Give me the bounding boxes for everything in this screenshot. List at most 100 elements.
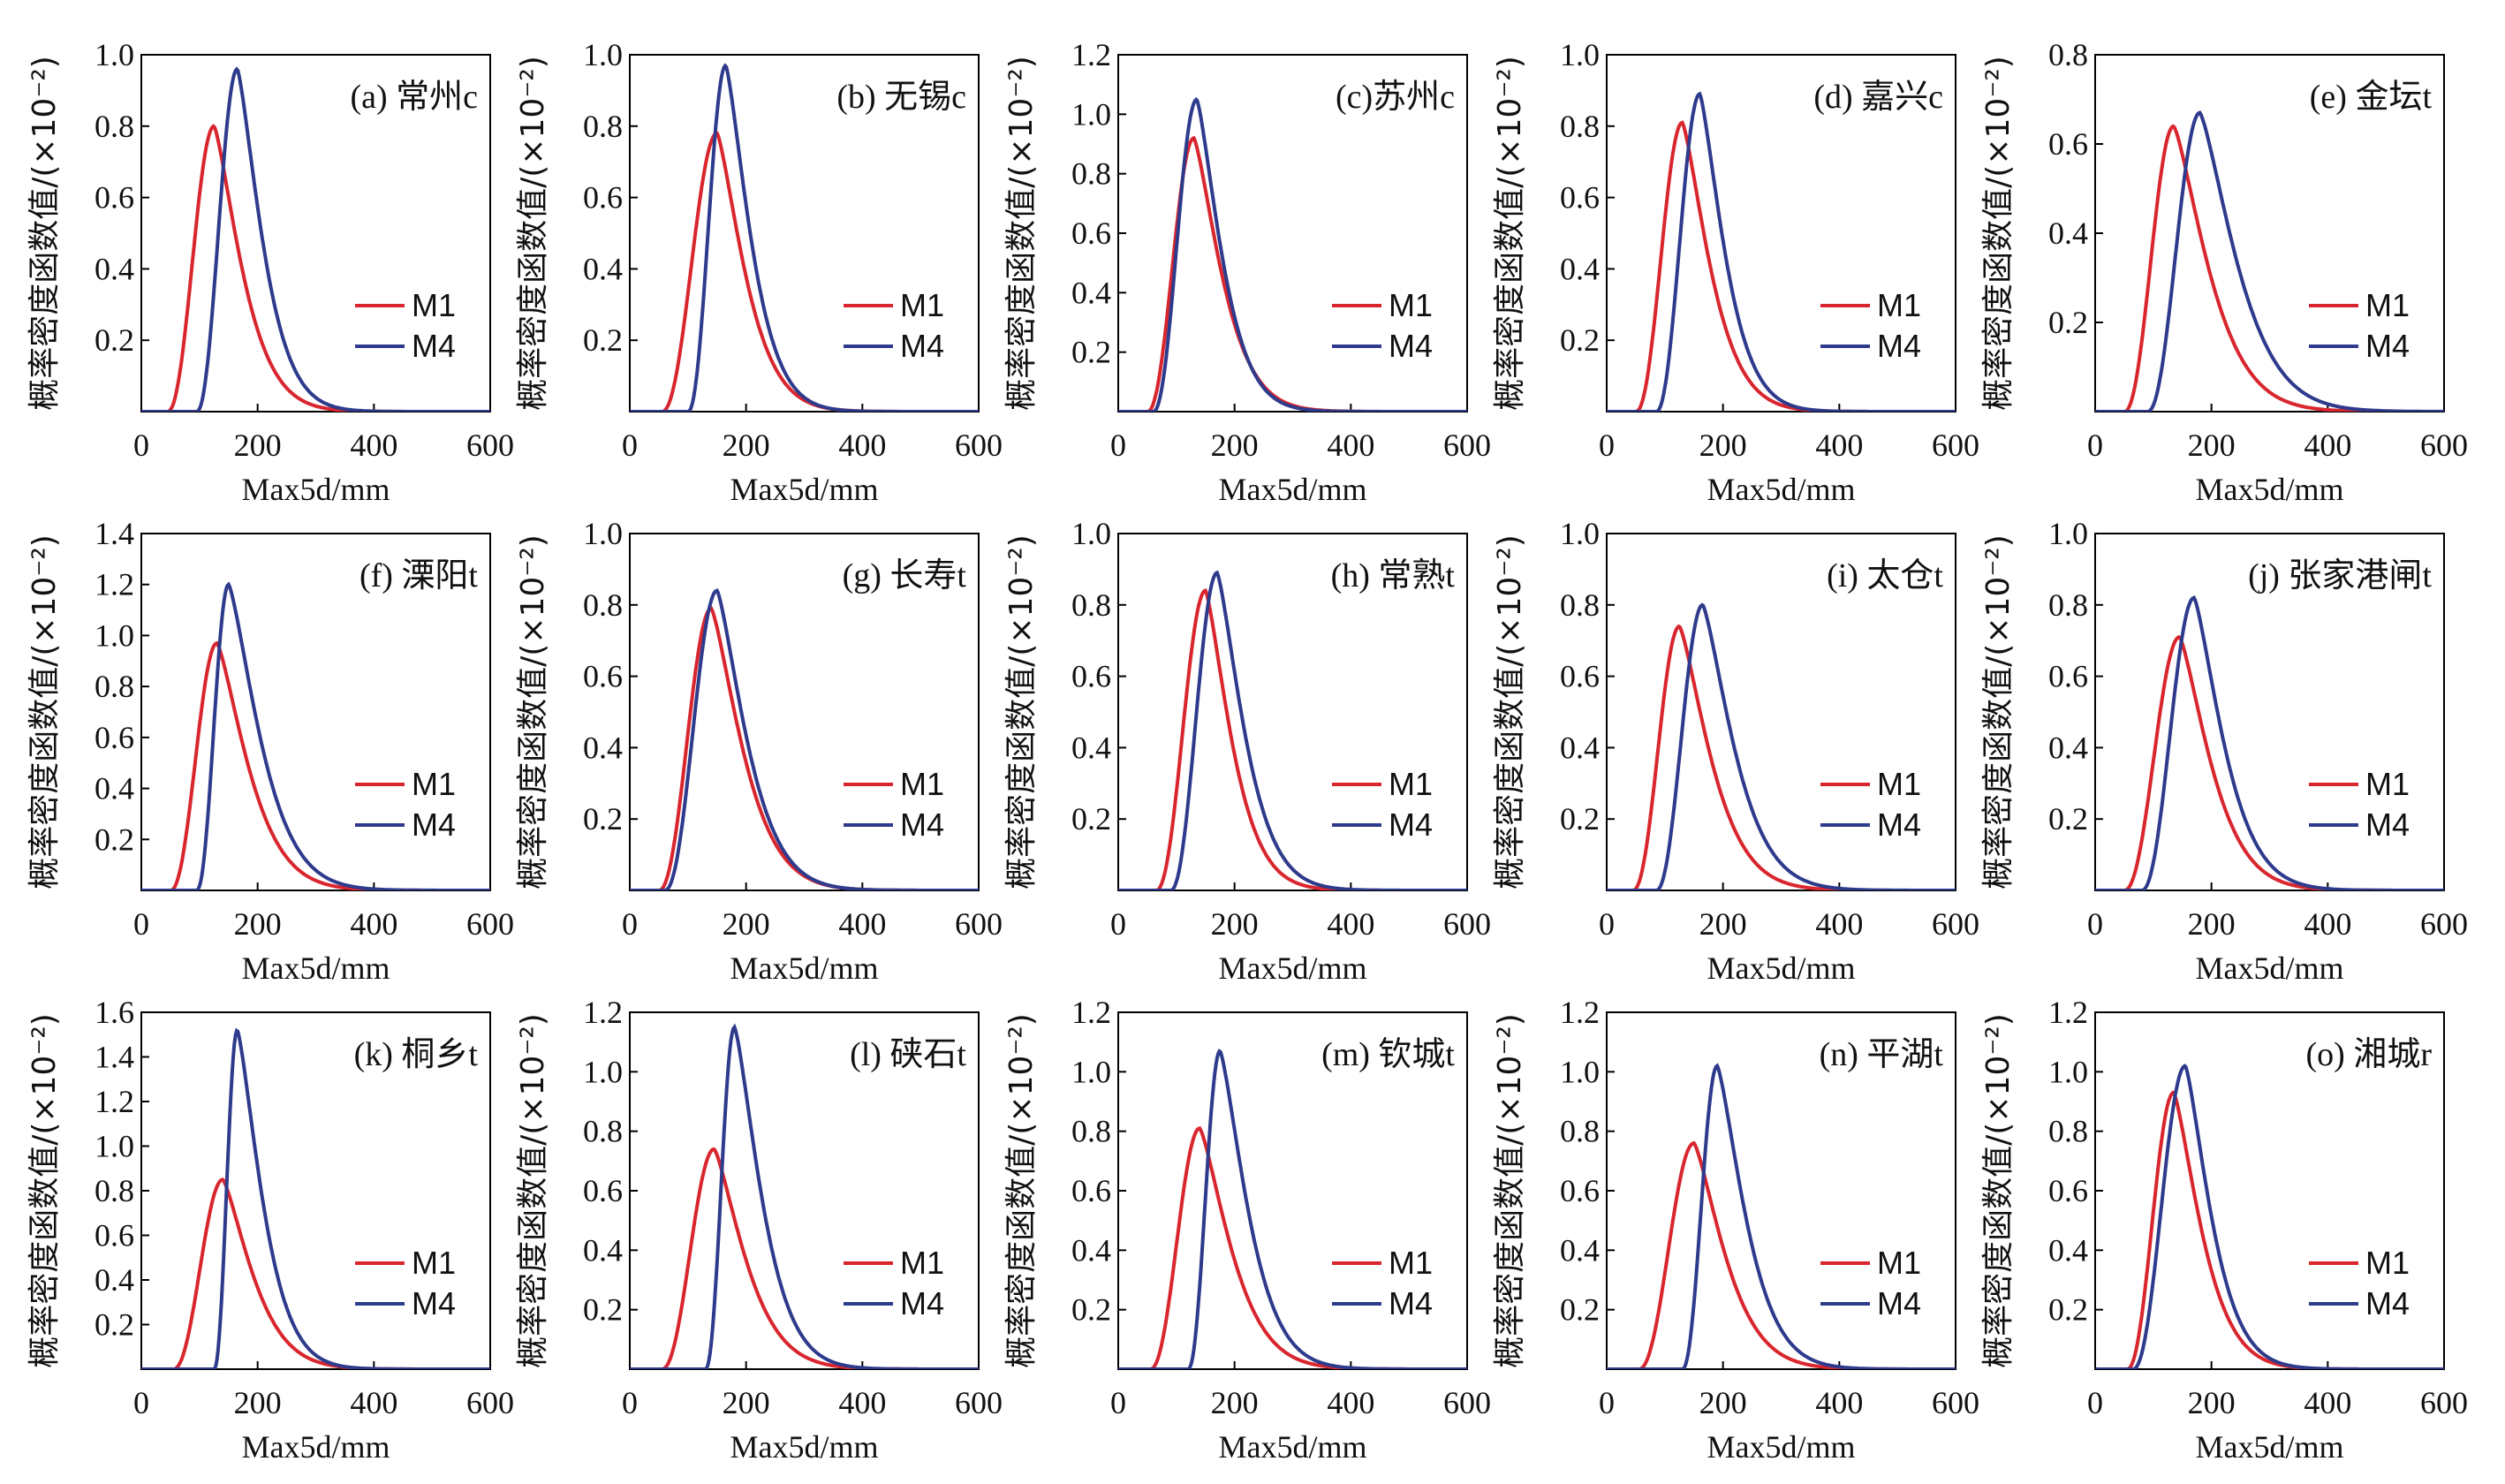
panel-title: (d) 嘉兴c	[1813, 79, 1943, 116]
y-axis-title: 概率密度函数值/(×10⁻²)	[26, 534, 63, 890]
series-line-m4	[1607, 602, 1956, 890]
y-tick-label: 0.4	[95, 1262, 134, 1298]
y-tick-label: 0.6	[1560, 180, 1600, 216]
series-line-m4	[141, 581, 490, 890]
panel-l: 0 200 400 600 0.2 0.4 0.6 0.8 1.0 1.2 Max5d/mm 概率密度…	[515, 995, 1003, 1465]
panel-title: (a) 常州c	[350, 79, 478, 116]
legend-label-m4: M4	[1389, 328, 1433, 364]
x-tick-label: 400	[1815, 428, 1863, 463]
x-tick-label: 400	[1327, 906, 1374, 942]
legend-label-m1: M1	[900, 766, 944, 802]
y-tick-label: 0.8	[1560, 1114, 1600, 1149]
series-line-m1	[141, 640, 490, 890]
x-tick-label: 200	[234, 428, 282, 463]
series-line-m4	[630, 63, 979, 412]
y-tick-label: 0.2	[1560, 322, 1600, 358]
x-tick-label: 0	[1110, 428, 1126, 463]
y-tick-label: 1.2	[95, 567, 134, 602]
panel-title: (m) 钦城t	[1321, 1036, 1455, 1073]
series-line-m4	[2095, 110, 2444, 412]
y-tick-label: 0.6	[95, 1218, 134, 1253]
y-tick-label: 0.8	[583, 1114, 623, 1149]
y-tick-label: 0.8	[95, 109, 134, 144]
series-line-m4	[630, 588, 979, 890]
legend-label-m4: M4	[2365, 328, 2410, 364]
legend-label-m4: M4	[1877, 328, 1921, 364]
y-tick-label: 0.6	[2048, 659, 2088, 694]
y-axis-title: 概率密度函数值/(×10⁻²)	[1003, 56, 1040, 411]
x-tick-label: 0	[622, 1385, 638, 1420]
series-line-m4	[2095, 595, 2444, 890]
y-tick-label: 1.2	[95, 1084, 134, 1119]
y-tick-label: 0.2	[583, 322, 623, 358]
panel-title: (h) 常熟t	[1331, 557, 1456, 594]
x-tick-label: 400	[838, 428, 886, 463]
plot-frame	[140, 533, 491, 891]
y-tick-label: 0.8	[95, 669, 134, 704]
x-tick-label: 0	[1110, 906, 1126, 942]
x-tick-label: 400	[350, 428, 397, 463]
panel-f: 0 200 400 600 0.2 0.4 0.6 0.8 1.0 1.2 1.4 Max5d/mm 概…	[26, 516, 514, 986]
y-tick-label: 0.4	[1071, 1232, 1111, 1268]
legend-label-m1: M1	[1877, 287, 1921, 323]
plot-frame	[1117, 533, 1468, 891]
series-line-m1	[1607, 120, 1956, 412]
legend-label-m1: M1	[412, 766, 456, 802]
panel-title: (n) 平湖t	[1820, 1036, 1944, 1073]
y-tick-label: 0.8	[95, 1173, 134, 1208]
x-tick-label: 400	[1327, 428, 1374, 463]
y-tick-label: 0.6	[1560, 1173, 1600, 1208]
y-tick-label: 1.2	[583, 995, 623, 1030]
plot-frame	[629, 533, 980, 891]
legend-label-m4: M4	[2365, 806, 2410, 843]
x-tick-label: 600	[466, 906, 514, 942]
x-axis-title: Max5d/mm	[242, 950, 390, 986]
y-tick-label: 1.6	[95, 995, 134, 1030]
y-axis-title: 概率密度函数值/(×10⁻²)	[515, 1013, 551, 1368]
panel-j: 0 200 400 600 0.2 0.4 0.6 0.8 1.0 Max5d/mm 概率密度函数值…	[1980, 516, 2468, 986]
x-tick-label: 200	[1699, 1385, 1747, 1420]
y-tick-label: 1.2	[2048, 995, 2088, 1030]
y-tick-label: 0.6	[2048, 1173, 2088, 1208]
x-tick-label: 0	[2087, 428, 2103, 463]
series-line-m1	[1118, 1125, 1467, 1369]
x-tick-label: 200	[723, 906, 770, 942]
y-tick-label: 1.0	[95, 37, 134, 72]
x-tick-label: 0	[2087, 906, 2103, 942]
series-line-m1	[1607, 624, 1956, 890]
x-tick-label: 0	[1599, 428, 1615, 463]
panel-title: (i) 太仓t	[1827, 557, 1943, 594]
y-tick-label: 0.6	[95, 180, 134, 216]
y-tick-label: 1.0	[1071, 516, 1111, 551]
legend-label-m1: M1	[2365, 766, 2410, 802]
y-tick-label: 0.8	[583, 587, 623, 623]
y-tick-label: 0.4	[1560, 1232, 1600, 1268]
panel-e: 0 200 400 600 0.2 0.4 0.6 0.8 Max5d/mm 概率密度函数值/(×…	[1980, 37, 2468, 507]
x-tick-label: 600	[1443, 428, 1491, 463]
y-tick-label: 0.6	[95, 720, 134, 755]
x-tick-label: 600	[1443, 906, 1491, 942]
y-tick-label: 0.4	[583, 1232, 623, 1268]
plot-frame	[1606, 54, 1956, 413]
x-tick-label: 0	[1599, 906, 1615, 942]
y-axis-title: 概率密度函数值/(×10⁻²)	[1003, 534, 1040, 890]
y-axis-title: 概率密度函数值/(×10⁻²)	[1980, 534, 2017, 890]
legend-label-m1: M1	[1877, 1245, 1921, 1281]
x-tick-label: 0	[133, 428, 149, 463]
legend-label-m4: M4	[412, 328, 456, 364]
series-line-m1	[141, 124, 490, 412]
panel-title: (o) 湘城r	[2306, 1036, 2433, 1073]
y-tick-label: 0.4	[2048, 216, 2088, 251]
panel-b: 0 200 400 600 0.2 0.4 0.6 0.8 1.0 Max5d/mm 概率密度函数值…	[515, 37, 1003, 507]
panel-k: 0 200 400 600 0.2 0.4 0.6 0.8 1.0 1.2 1.4 1.6 Max5d/…	[26, 995, 514, 1465]
x-axis-title: Max5d/mm	[242, 1429, 390, 1465]
x-axis-title: Max5d/mm	[1707, 950, 1856, 986]
y-tick-label: 0.8	[2048, 587, 2088, 623]
y-tick-label: 0.2	[1071, 335, 1111, 370]
x-tick-label: 600	[955, 1385, 1003, 1420]
y-tick-label: 0.2	[95, 322, 134, 358]
y-tick-label: 0.8	[583, 109, 623, 144]
x-axis-title: Max5d/mm	[730, 1429, 879, 1465]
y-tick-label: 0.2	[2048, 801, 2088, 837]
legend-label-m4: M4	[412, 806, 456, 843]
